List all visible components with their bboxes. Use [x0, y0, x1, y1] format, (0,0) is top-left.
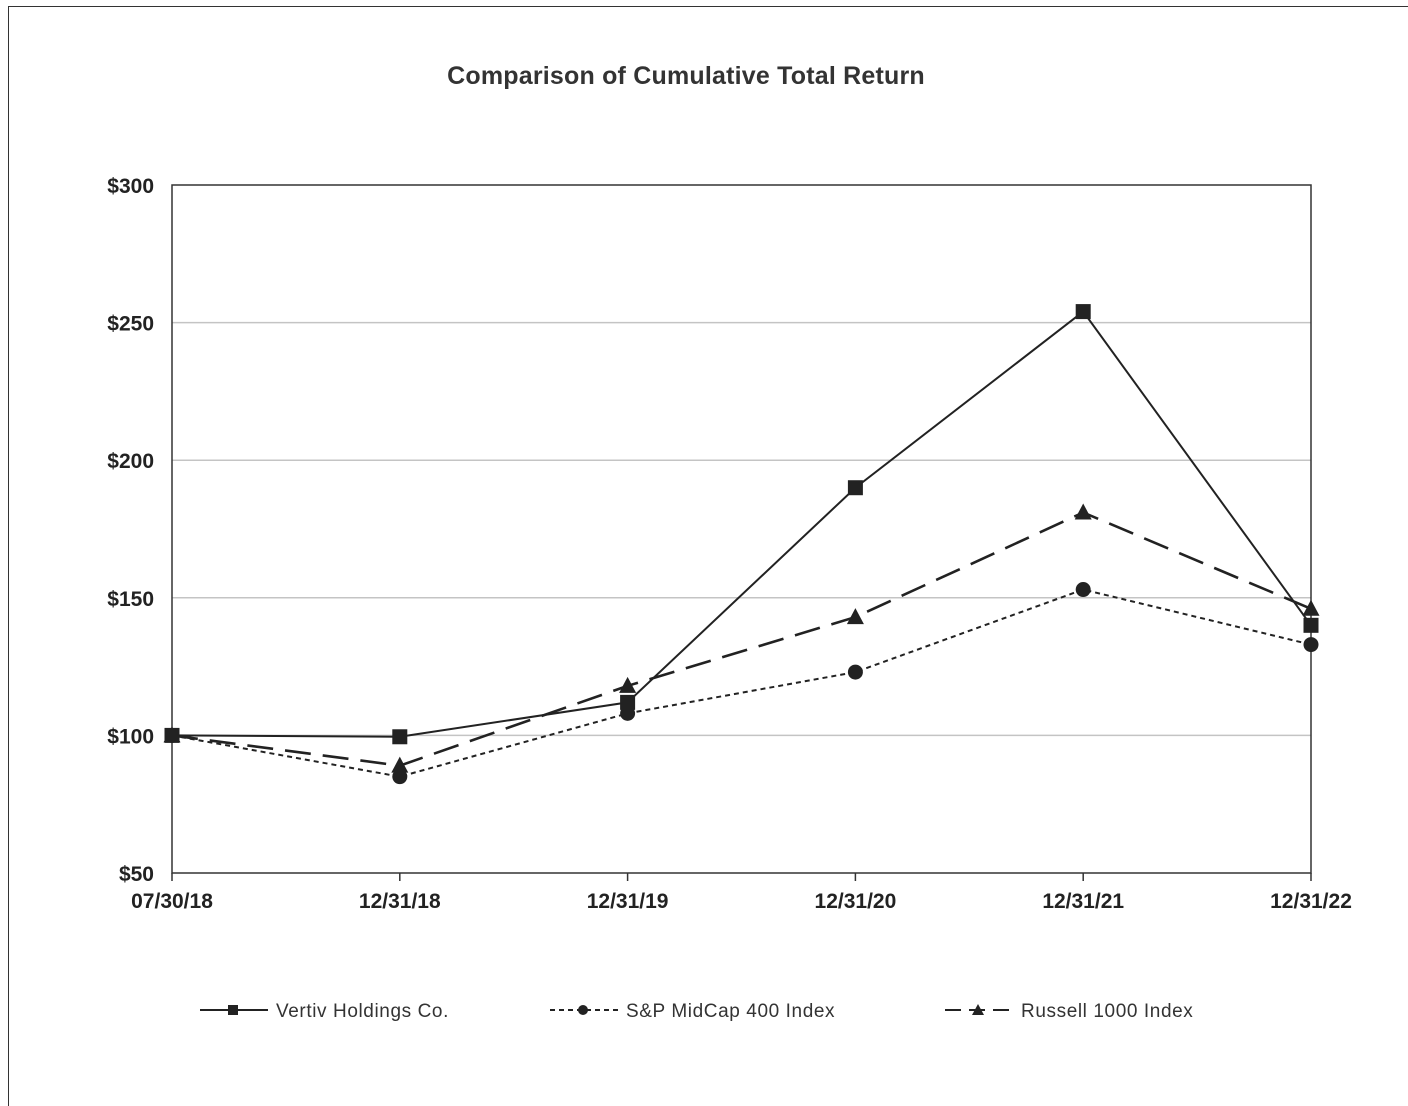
- data-point-triangle: [1302, 599, 1320, 616]
- y-tick-label: $50: [119, 863, 154, 886]
- data-point-square: [1075, 304, 1091, 320]
- chart-frame: [8, 6, 1408, 1106]
- data-point-circle: [392, 769, 408, 785]
- data-point-triangle: [1074, 503, 1092, 520]
- x-tick-label: 12/31/21: [1042, 890, 1124, 913]
- y-tick-label: $150: [107, 588, 154, 611]
- y-tick-label: $200: [107, 450, 154, 473]
- x-tick-label: 12/31/20: [815, 890, 897, 913]
- legend-marker: [578, 1005, 588, 1015]
- legend-label: S&P MidCap 400 Index: [626, 1001, 835, 1022]
- legend-marker: [228, 1005, 238, 1015]
- data-point-square: [847, 480, 863, 496]
- plot-area: [171, 184, 1312, 874]
- data-point-square: [1303, 617, 1319, 633]
- x-tick-label: 12/31/18: [359, 890, 441, 913]
- data-point-square: [392, 729, 408, 745]
- data-point-circle: [1303, 637, 1319, 653]
- x-tick-label: 07/30/18: [131, 890, 213, 913]
- y-tick-label: $250: [107, 313, 154, 336]
- legend-marker: [972, 1004, 984, 1015]
- y-tick-label: $100: [107, 725, 154, 748]
- data-point-square: [620, 694, 636, 710]
- data-point-triangle: [846, 608, 864, 625]
- data-point-circle: [847, 664, 863, 680]
- chart-title: Comparison of Cumulative Total Return: [447, 62, 925, 90]
- series-line-circle: [171, 588, 1312, 778]
- data-point-triangle: [391, 756, 409, 773]
- x-tick-label: 12/31/19: [587, 890, 669, 913]
- data-point-triangle: [619, 676, 637, 693]
- x-tick-label: 12/31/22: [1270, 890, 1352, 913]
- data-point-square: [164, 727, 180, 743]
- series-line-square: [171, 310, 1312, 738]
- legend-label: Russell 1000 Index: [1021, 1001, 1193, 1022]
- y-tick-label: $300: [107, 175, 154, 198]
- legend-label: Vertiv Holdings Co.: [276, 1001, 449, 1022]
- data-point-circle: [1075, 582, 1091, 598]
- series-line-triangle: [171, 511, 1312, 768]
